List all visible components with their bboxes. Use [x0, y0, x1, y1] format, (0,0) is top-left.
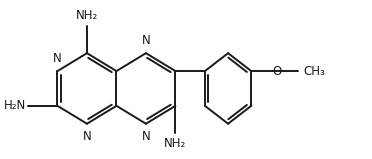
Text: O: O	[272, 65, 281, 78]
Text: NH₂: NH₂	[76, 9, 98, 22]
Text: N: N	[83, 130, 92, 142]
Text: CH₃: CH₃	[304, 65, 325, 78]
Text: N: N	[53, 52, 62, 65]
Text: H₂N: H₂N	[4, 99, 26, 112]
Text: N: N	[142, 34, 150, 47]
Text: N: N	[142, 130, 150, 142]
Text: NH₂: NH₂	[164, 137, 186, 150]
